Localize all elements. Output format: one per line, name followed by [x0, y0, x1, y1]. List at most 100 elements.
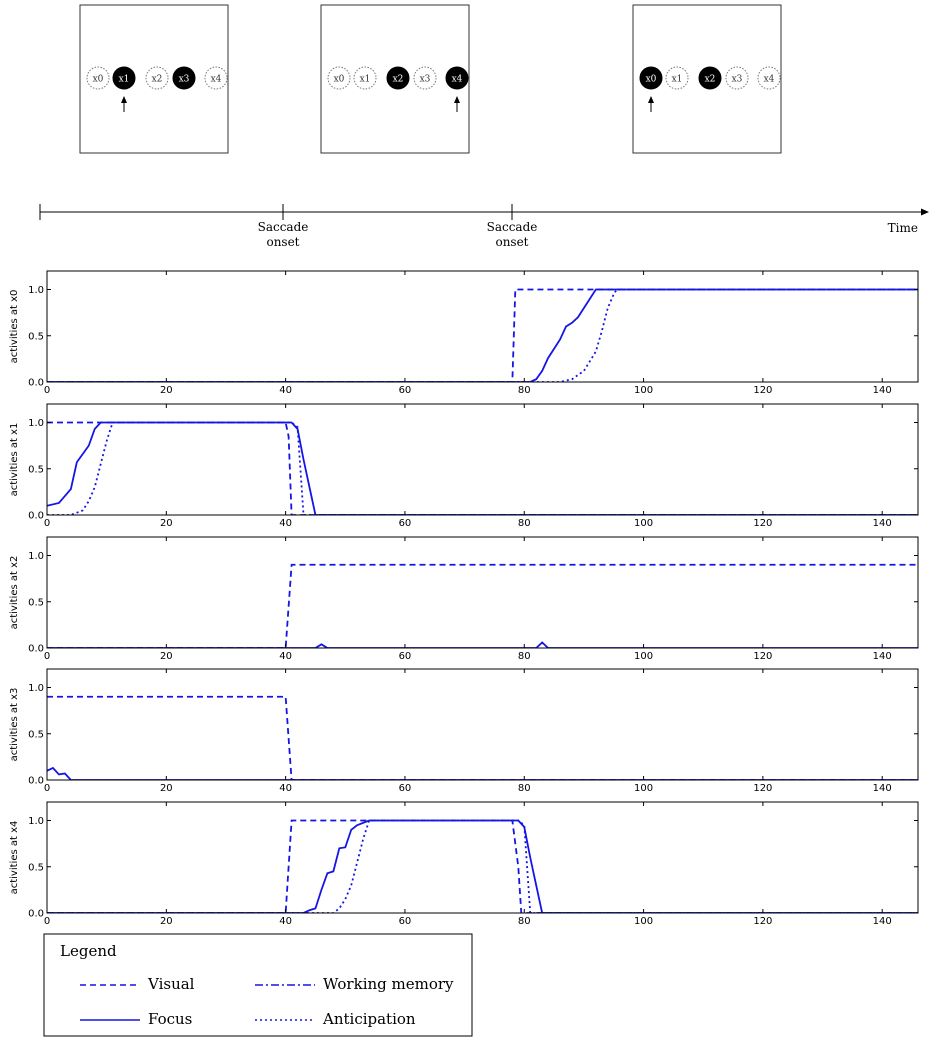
location-label: x2 [393, 75, 404, 85]
x-tick-label: 60 [399, 651, 412, 662]
y-tick-label: 1.0 [28, 285, 44, 296]
x-tick-label: 20 [160, 783, 173, 794]
series-line-dashed [47, 695, 918, 780]
location-label: x4 [211, 75, 222, 85]
location-dot [639, 66, 663, 90]
location-label: x3 [420, 75, 431, 85]
y-tick-label: 1.0 [28, 551, 44, 562]
x-tick-label: 80 [518, 783, 531, 794]
location-label: x4 [764, 75, 775, 85]
location-dot [86, 66, 110, 90]
y-tick-label: 0.0 [28, 511, 44, 522]
x-tick-label: 40 [279, 651, 292, 662]
saccade-onset-label: onset [266, 235, 299, 249]
y-tick-label: 0.5 [28, 862, 44, 873]
chart-panel: 0 20 40 60 80 100 120 140 0.0 0.5 1.0 activities at… [9, 668, 919, 794]
x-tick-label: 80 [518, 651, 531, 662]
location-label: x3 [732, 75, 743, 85]
x-tick-label: 0 [44, 783, 50, 794]
chart-panel: 0 20 40 60 80 100 120 140 0.0 0.5 1.0 activities at… [9, 536, 919, 662]
location-label: x2 [705, 75, 716, 85]
location-dot [698, 66, 722, 90]
x-tick-label: 0 [44, 385, 50, 396]
y-tick-label: 0.5 [28, 331, 44, 342]
series-line-solid [47, 766, 918, 780]
y-tick-label: 0.0 [28, 776, 44, 787]
series-line-dotted [47, 819, 918, 913]
legend-item-label: Working memory [323, 975, 454, 993]
legend-title: Legend [60, 942, 117, 960]
x-tick-label: 100 [634, 651, 653, 662]
x-tick-label: 60 [399, 783, 412, 794]
x-tick-label: 120 [753, 651, 772, 662]
series-line-solid [47, 819, 918, 913]
x-tick-label: 120 [753, 783, 772, 794]
x-tick-label: 60 [399, 385, 412, 396]
location-dot [725, 66, 749, 90]
location-dot [386, 66, 410, 90]
location-dot [172, 66, 196, 90]
x-tick-label: 140 [873, 518, 892, 529]
y-axis-label: activities at x2 [9, 556, 20, 630]
legend-item-label: Anticipation [322, 1010, 416, 1028]
location-label: x1 [360, 75, 371, 85]
location-dot [757, 66, 781, 90]
gaze-arrow-icon [454, 96, 460, 103]
chart-panel: 0 20 40 60 80 100 120 140 0.0 0.5 1.0 activities at… [9, 403, 919, 529]
location-label: x0 [93, 75, 104, 85]
x-tick-label: 100 [634, 783, 653, 794]
location-dot [413, 66, 437, 90]
x-tick-label: 60 [399, 916, 412, 927]
x-tick-label: 0 [44, 651, 50, 662]
scene-panel: x0 x1 x2 x3 x4 [320, 4, 470, 154]
y-axis-label: activities at x1 [9, 423, 20, 497]
saccade-onset-label: Saccade [258, 220, 309, 234]
y-tick-label: 0.5 [28, 729, 44, 740]
gaze-arrow-icon [648, 96, 654, 103]
location-label: x2 [152, 75, 163, 85]
chart-panel: 0 20 40 60 80 100 120 140 0.0 0.5 1.0 activities at… [9, 801, 919, 927]
series-line-solid [47, 421, 918, 515]
series-line-solid [47, 288, 918, 382]
x-tick-label: 60 [399, 518, 412, 529]
location-dot [445, 66, 469, 90]
scene-panel: x0 x1 x2 x3 x4 [79, 4, 229, 154]
timeline-end-label: Time [888, 221, 918, 235]
saccade-onset-label: Saccade [487, 220, 538, 234]
timeline-arrowhead [921, 208, 929, 216]
series-line-dashed [47, 563, 918, 648]
scene-panel: x0 x1 x2 x3 x4 [632, 4, 782, 154]
location-label: x0 [334, 75, 345, 85]
location-label: x3 [179, 75, 190, 85]
series-line-dashed [47, 421, 918, 515]
series-line-dotted [47, 421, 918, 515]
x-tick-label: 40 [279, 916, 292, 927]
plot-frame [46, 801, 919, 914]
location-label: x4 [452, 75, 463, 85]
location-label: x0 [646, 75, 657, 85]
legend-item-label: Focus [148, 1010, 192, 1028]
x-tick-label: 100 [634, 916, 653, 927]
plot-frame [46, 270, 919, 383]
y-tick-label: 0.0 [28, 909, 44, 920]
location-dot [353, 66, 377, 90]
gaze-arrow-icon [121, 96, 127, 103]
x-tick-label: 20 [160, 518, 173, 529]
x-tick-label: 100 [634, 518, 653, 529]
legend-item-label: Visual [147, 975, 195, 993]
y-axis-label: activities at x4 [9, 821, 20, 895]
x-tick-label: 40 [279, 518, 292, 529]
x-tick-label: 120 [753, 518, 772, 529]
x-tick-label: 40 [279, 783, 292, 794]
x-tick-label: 20 [160, 385, 173, 396]
legend: Legend Visual Working memory Focus Anticipa… [43, 933, 473, 1037]
location-label: x1 [119, 75, 130, 85]
location-label: x1 [672, 75, 683, 85]
x-tick-label: 80 [518, 518, 531, 529]
x-tick-label: 20 [160, 916, 173, 927]
series-line-dotted [47, 288, 918, 382]
location-dot [665, 66, 689, 90]
x-tick-label: 120 [753, 916, 772, 927]
x-tick-label: 0 [44, 518, 50, 529]
